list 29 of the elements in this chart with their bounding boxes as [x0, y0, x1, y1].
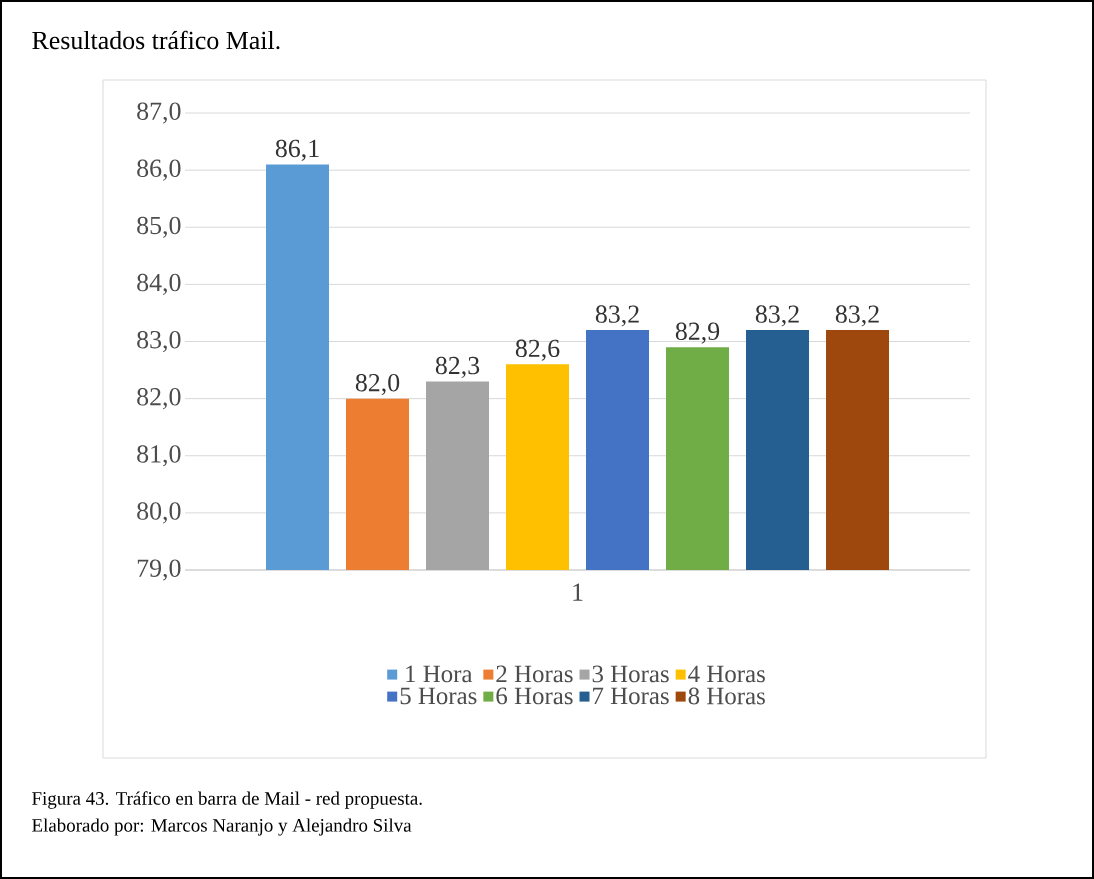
- y-tick-label: 86,0: [137, 159, 181, 181]
- y-tick-label: 82,0: [137, 388, 181, 410]
- data-label: 83,2: [595, 305, 639, 327]
- data-label: 83,2: [835, 305, 879, 327]
- legend-label: 4 Horas: [688, 665, 765, 683]
- y-tick-label: 80,0: [137, 502, 181, 524]
- data-label: 82,6: [515, 339, 560, 361]
- data-label: 82,0: [355, 373, 400, 396]
- y-tick-label: 83,0: [137, 330, 181, 353]
- text: Elaborado por: Marcos Naranjo y Alejandro Silva: [32, 818, 412, 836]
- y-tick-label: 84,0: [137, 273, 181, 295]
- data-label: 86,1: [275, 139, 319, 161]
- legend-label: 3 Horas: [592, 665, 669, 683]
- legend-label: 2 Horas: [496, 665, 573, 683]
- data-label: 82,9: [675, 322, 720, 344]
- legend-label: 6 Horas: [496, 687, 573, 705]
- legend-label: 8 Horas: [688, 687, 765, 705]
- y-tick-label: 85,0: [137, 216, 181, 238]
- data-label: 83,2: [755, 305, 799, 327]
- legend-label: 5 Horas: [400, 687, 477, 705]
- x-tick-label: 1: [573, 583, 583, 601]
- data-label: 82,3: [435, 356, 480, 378]
- y-tick-label: 87,0: [137, 102, 181, 124]
- text: Figura 43. Tráfico en barra de Mail - red propuesta.: [32, 791, 422, 809]
- legend-label: 1 Hora: [406, 665, 473, 683]
- y-tick-label: 79,0: [137, 559, 181, 581]
- legend-label: 7 Horas: [593, 687, 669, 705]
- y-tick-label: 81,0: [137, 445, 181, 467]
- chart-title: Resultados tráfico Mail.: [32, 30, 280, 50]
